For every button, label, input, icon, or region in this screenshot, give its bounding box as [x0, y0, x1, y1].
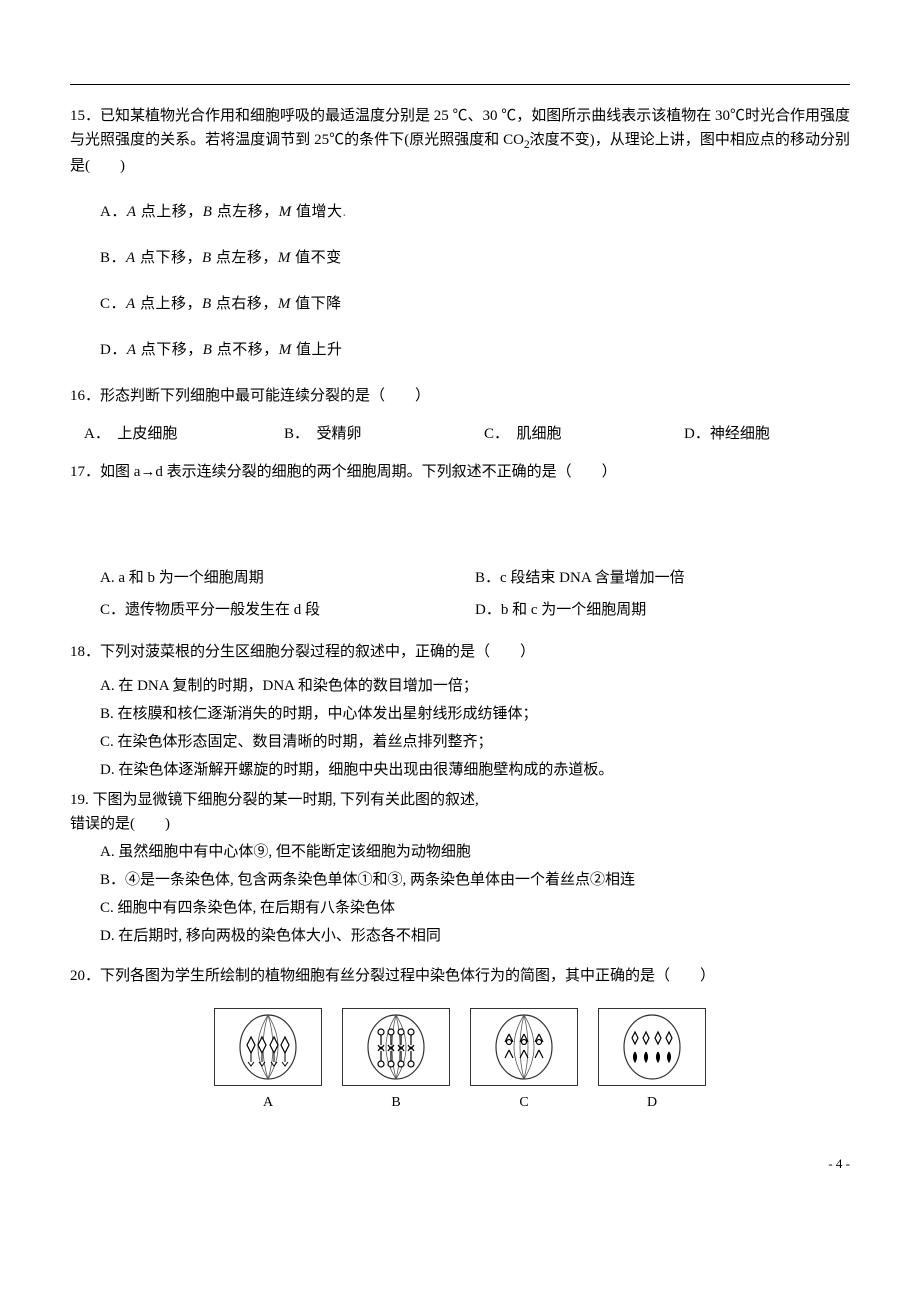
q19-option-a: A. 虽然细胞中有中心体⑨, 但不能断定该细胞为动物细胞	[100, 840, 850, 864]
q19-stem-line2: 错误的是( )	[70, 812, 850, 836]
q20-figure-b: B	[342, 1008, 450, 1114]
q17-options: A. a 和 b 为一个细胞周期 B．c 段结束 DNA 含量增加一倍 C．遗传…	[100, 562, 850, 626]
q15-option-b: B．A 点下移，B 点左移，M 值不变	[100, 246, 850, 270]
mitosis-diagram-a	[214, 1008, 322, 1086]
q20-stem: 20．下列各图为学生所绘制的植物细胞有丝分裂过程中染色体行为的简图，其中正确的是…	[70, 964, 850, 988]
mitosis-diagram-c	[470, 1008, 578, 1086]
page-number: - 4 -	[70, 1154, 850, 1175]
q16-option-c: C． 肌细胞	[484, 422, 684, 446]
mitosis-diagram-b	[342, 1008, 450, 1086]
q18-option-a: A. 在 DNA 复制的时期，DNA 和染色体的数目增加一倍；	[100, 674, 850, 698]
q17-option-c: C．遗传物质平分一般发生在 d 段	[100, 598, 475, 622]
q15-option-c: C．A 点上移，B 点右移，M 值下降	[100, 292, 850, 316]
q19-stem-line1: 19. 下图为显微镜下细胞分裂的某一时期, 下列有关此图的叙述,	[70, 788, 850, 812]
q19-option-c: C. 细胞中有四条染色体, 在后期有八条染色体	[100, 896, 850, 920]
q17-figure-placeholder	[70, 498, 850, 548]
q15-option-a: A．A 点上移，B 点左移，M 值增大.	[100, 200, 850, 224]
q19-options: A. 虽然细胞中有中心体⑨, 但不能断定该细胞为动物细胞 B．④是一条染色体, …	[100, 840, 850, 948]
q20-figure-a: A	[214, 1008, 322, 1114]
header-rule	[70, 84, 850, 85]
figure-label-c: C	[519, 1092, 528, 1114]
q19-option-b: B．④是一条染色体, 包含两条染色单体①和③, 两条染色单体由一个着丝点②相连	[100, 868, 850, 892]
q15-options: A．A 点上移，B 点左移，M 值增大. B．A 点下移，B 点左移，M 值不变…	[100, 200, 850, 362]
q17-option-b: B．c 段结束 DNA 含量增加一倍	[475, 566, 850, 590]
q17-stem: 17．如图 a→d 表示连续分裂的细胞的两个细胞周期。下列叙述不正确的是（ ）	[70, 460, 850, 484]
q20-figure-row: A	[70, 1008, 850, 1114]
exam-page: 15．已知某植物光合作用和细胞呼吸的最适温度分别是 25 ℃、30 ℃，如图所示…	[0, 0, 920, 1225]
q18-option-b: B. 在核膜和核仁逐渐消失的时期，中心体发出星射线形成纺锤体；	[100, 702, 850, 726]
q19-option-d: D. 在后期时, 移向两极的染色体大小、形态各不相同	[100, 924, 850, 948]
figure-label-d: D	[647, 1092, 657, 1114]
trailing-dot: .	[342, 204, 346, 220]
q15-stem: 15．已知某植物光合作用和细胞呼吸的最适温度分别是 25 ℃、30 ℃，如图所示…	[70, 104, 850, 178]
mitosis-diagram-d	[598, 1008, 706, 1086]
q16-option-d: D．神经细胞	[684, 422, 770, 446]
q16-stem: 16．形态判断下列细胞中最可能连续分裂的是（ ）	[70, 384, 850, 408]
q15-option-d: D．A 点下移，B 点不移，M 值上升	[100, 338, 850, 362]
q20-figure-d: D	[598, 1008, 706, 1114]
figure-label-a: A	[263, 1092, 273, 1114]
q18-stem: 18．下列对菠菜根的分生区细胞分裂过程的叙述中，正确的是（ ）	[70, 640, 850, 664]
q18-option-d: D. 在染色体逐渐解开螺旋的时期，细胞中央出现由很薄细胞壁构成的赤道板。	[100, 758, 850, 782]
q16-option-b: B． 受精卵	[284, 422, 484, 446]
q18-options: A. 在 DNA 复制的时期，DNA 和染色体的数目增加一倍； B. 在核膜和核…	[100, 674, 850, 782]
q17-option-a: A. a 和 b 为一个细胞周期	[100, 566, 475, 590]
figure-label-b: B	[391, 1092, 400, 1114]
q18-option-c: C. 在染色体形态固定、数目清晰的时期，着丝点排列整齐；	[100, 730, 850, 754]
q20-figure-c: C	[470, 1008, 578, 1114]
q16-options: A． 上皮细胞 B． 受精卵 C． 肌细胞 D．神经细胞	[84, 422, 850, 446]
q17-option-d: D．b 和 c 为一个细胞周期	[475, 598, 850, 622]
q16-option-a: A． 上皮细胞	[84, 422, 284, 446]
